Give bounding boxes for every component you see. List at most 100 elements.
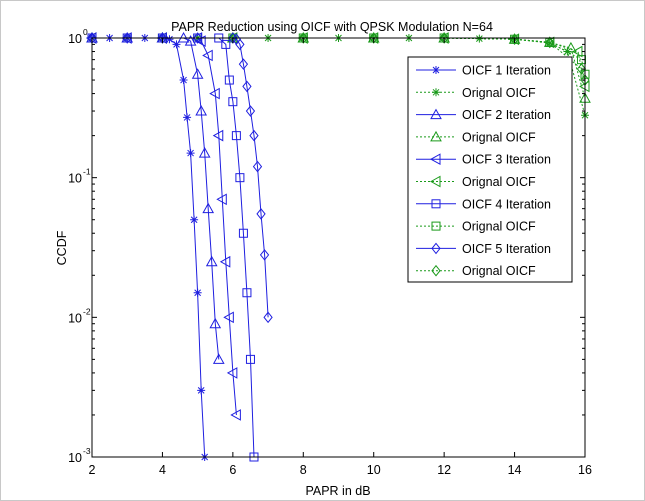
y-tick-exponent: 0	[83, 27, 88, 37]
data-point	[184, 35, 197, 46]
legend-entry: Orignal OICF	[416, 86, 536, 100]
data-point	[202, 202, 215, 214]
series-5	[85, 32, 241, 421]
data-point	[230, 409, 241, 421]
series-line	[92, 37, 255, 458]
y-tick-label: 10	[68, 451, 82, 465]
data-point	[183, 113, 192, 122]
legend-marker	[430, 130, 442, 142]
legend-entry: Orignal OICF	[416, 220, 536, 234]
x-tick-label: 16	[578, 463, 592, 477]
data-point	[122, 32, 132, 44]
series-line	[92, 37, 237, 416]
legend-label: Orignal OICF	[462, 264, 536, 278]
data-point	[545, 36, 555, 49]
data-point	[263, 311, 273, 324]
legend: OICF 1 Iteration Orignal OICF OICF 2 Itera…	[407, 56, 573, 283]
data-point	[186, 149, 195, 158]
data-point	[190, 215, 199, 224]
y-tick-label: 10	[68, 172, 82, 186]
data-point	[223, 311, 234, 324]
legend-entry: OICF 5 Iteration	[416, 242, 551, 256]
data-point	[545, 39, 554, 48]
data-point	[245, 354, 255, 364]
legend-marker	[429, 153, 441, 166]
x-tick-label: 12	[437, 463, 451, 477]
y-tick-exponent: -3	[83, 446, 91, 456]
data-point	[198, 147, 211, 158]
plot-area	[91, 37, 586, 458]
data-point	[231, 131, 241, 141]
data-point	[571, 45, 583, 58]
data-point	[221, 39, 231, 49]
data-point	[242, 80, 252, 93]
legend-entry: OICF 2 Iteration	[416, 108, 551, 122]
data-point	[238, 228, 248, 238]
legend-label: Orignal OICF	[462, 220, 536, 234]
series-line	[92, 37, 206, 458]
data-point	[235, 173, 245, 183]
legend-marker	[431, 221, 441, 231]
x-tick-label: 8	[300, 463, 307, 477]
y-tick-exponent: -1	[83, 167, 91, 177]
x-tick-label: 10	[367, 463, 381, 477]
data-point	[202, 49, 213, 62]
data-point	[242, 288, 252, 298]
legend-entry: OICF 1 Iteration	[416, 64, 551, 78]
y-axis-label: CCDF	[55, 230, 69, 265]
data-point	[252, 160, 263, 173]
data-point	[216, 193, 227, 206]
legend-marker	[432, 66, 440, 74]
x-tick-label: 6	[229, 463, 236, 477]
y-tick-label: 10	[68, 311, 82, 325]
data-point	[193, 32, 203, 44]
x-tick-label: 14	[508, 463, 522, 477]
legend-label: OICF 4 Iteration	[462, 197, 551, 211]
data-point	[475, 34, 484, 43]
x-tick-label: 2	[89, 463, 96, 477]
data-point	[209, 317, 222, 329]
chart-title: PAPR Reduction using OICF with QPSK Modu…	[171, 20, 493, 34]
legend-label: Orignal OICF	[462, 130, 536, 144]
data-point	[576, 63, 587, 75]
data-point	[195, 104, 208, 116]
legend-marker	[431, 264, 441, 277]
legend-marker	[429, 175, 441, 188]
series-3	[86, 31, 225, 364]
legend-entry: Orignal OICF	[416, 264, 536, 278]
data-point	[165, 35, 174, 44]
data-point	[226, 367, 238, 379]
data-point	[245, 105, 256, 117]
series-line	[92, 37, 220, 360]
data-point	[197, 386, 206, 395]
data-point	[238, 58, 249, 70]
data-point	[259, 249, 270, 261]
legend-label: OICF 3 Iteration	[462, 153, 551, 167]
legend-marker	[431, 199, 441, 209]
legend-label: OICF 1 Iteration	[462, 64, 551, 78]
legend-entry: Orignal OICF	[416, 130, 536, 144]
x-tick-label: 4	[159, 463, 166, 477]
data-point	[224, 75, 234, 85]
x-axis-label: PAPR in dB	[305, 484, 370, 498]
series-9	[87, 32, 273, 324]
data-point	[205, 255, 218, 267]
data-point	[228, 97, 238, 107]
data-point	[212, 129, 224, 142]
data-point	[191, 68, 204, 79]
data-point	[219, 255, 231, 268]
legend-label: Orignal OICF	[462, 175, 536, 189]
data-point	[172, 40, 181, 49]
data-point	[179, 76, 188, 85]
legend-marker	[432, 88, 440, 97]
data-point	[249, 129, 259, 142]
data-point	[193, 288, 202, 297]
legend-label: OICF 2 Iteration	[462, 108, 551, 122]
data-point	[256, 208, 266, 220]
legend-entry: OICF 4 Iteration	[416, 197, 551, 211]
data-point	[209, 87, 220, 100]
series-1	[88, 34, 209, 461]
data-point	[235, 38, 245, 51]
data-point	[212, 353, 225, 364]
